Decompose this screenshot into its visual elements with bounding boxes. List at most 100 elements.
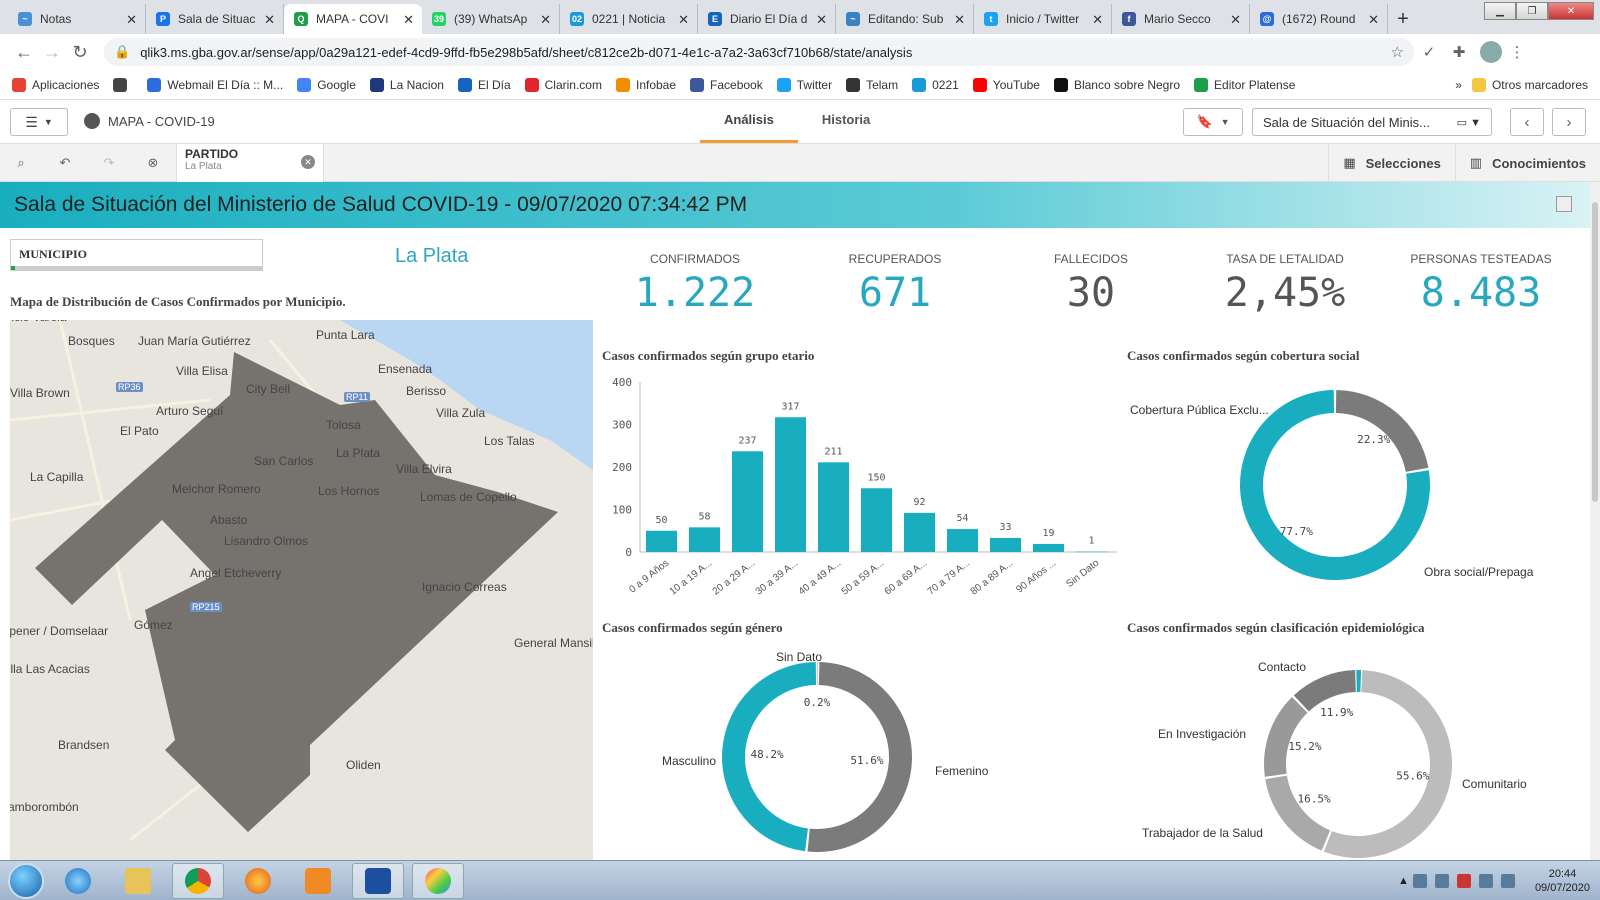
selection-chip[interactable]: PARTIDO La Plata ✕: [176, 144, 324, 182]
donut-slice[interactable]: [1293, 670, 1356, 712]
la-plata-region[interactable]: [35, 352, 558, 832]
epi-donut-chart[interactable]: 55.6% 16.5% 15.2% 11.9%: [1258, 668, 1458, 860]
sheet-selector[interactable]: Sala de Situación del Minis... ▭ ▼: [1252, 108, 1492, 136]
cases-map[interactable]: Florencio Varela Bosques Juan María Gutiér…: [10, 320, 593, 860]
browser-tab[interactable]: P Sala de Situac ✕: [146, 4, 284, 34]
browser-tab[interactable]: @ (1672) Round ✕: [1250, 4, 1388, 34]
browser-tab[interactable]: ~ Notas ✕: [8, 4, 146, 34]
bookmark-item[interactable]: 0221: [912, 77, 959, 92]
bookmark-item[interactable]: Google: [297, 77, 356, 92]
donut-slice[interactable]: [1265, 775, 1331, 851]
display-icon[interactable]: [1478, 873, 1493, 888]
scrollbar-thumb[interactable]: [1592, 202, 1598, 502]
kpi-card[interactable]: CONFIRMADOS 1.222: [600, 252, 790, 316]
bookmark-item[interactable]: Infobae: [615, 77, 676, 92]
media-player-taskbar-icon[interactable]: [292, 863, 344, 899]
kpi-card[interactable]: TASA DE LETALIDAD 2,45%: [1190, 252, 1380, 316]
previous-sheet-button[interactable]: ‹: [1510, 108, 1544, 136]
clear-selections-icon[interactable]: ⊗: [147, 155, 159, 170]
tab-close-icon[interactable]: ✕: [264, 12, 275, 27]
bookmark-item[interactable]: La Nacion: [369, 77, 444, 92]
bookmark-item[interactable]: [113, 77, 133, 92]
bar[interactable]: [904, 512, 935, 552]
donut-slice[interactable]: [817, 662, 819, 686]
donut-slice[interactable]: [1335, 390, 1429, 472]
flag-icon[interactable]: [1456, 873, 1471, 888]
bar[interactable]: [646, 530, 677, 552]
sheet-scrollbar[interactable]: [1590, 182, 1600, 860]
bar[interactable]: [1033, 543, 1064, 552]
other-bookmarks[interactable]: Otros marcadores: [1471, 77, 1588, 92]
tab-close-icon[interactable]: ✕: [1368, 12, 1379, 27]
tab-analisis[interactable]: Análisis: [700, 101, 798, 143]
bookmark-item[interactable]: Editor Platense: [1194, 77, 1295, 92]
tab-close-icon[interactable]: ✕: [678, 12, 689, 27]
start-button[interactable]: [8, 862, 44, 899]
remove-selection-icon[interactable]: ✕: [301, 155, 315, 169]
bookmark-item[interactable]: Webmail El Día :: M...: [147, 77, 283, 92]
tab-close-icon[interactable]: ✕: [816, 12, 827, 27]
bookmark-item[interactable]: YouTube: [972, 77, 1040, 92]
tab-close-icon[interactable]: ✕: [126, 12, 137, 27]
insights-button[interactable]: ▥ Conocimientos: [1454, 144, 1600, 182]
minimize-button[interactable]: ▁: [1484, 2, 1516, 20]
browser-tab[interactable]: E Diario El Día d ✕: [698, 4, 836, 34]
step-forward-icon[interactable]: ↷: [103, 155, 115, 170]
new-tab-button[interactable]: +: [1397, 7, 1409, 30]
explorer-taskbar-icon[interactable]: [112, 863, 164, 899]
bar[interactable]: [947, 529, 978, 552]
donut-slice[interactable]: [722, 662, 817, 852]
browser-tab[interactable]: 39 (39) WhatsAp ✕: [422, 4, 560, 34]
tab-close-icon[interactable]: ✕: [403, 12, 414, 27]
bookmark-item[interactable]: Telam: [846, 77, 898, 92]
forward-icon[interactable]: →: [43, 41, 61, 62]
clock[interactable]: 20:44 09/07/2020: [1534, 867, 1590, 894]
step-back-icon[interactable]: ↶: [59, 155, 71, 170]
url-field[interactable]: 🔒 qlik3.ms.gba.gov.ar/sense/app/0a29a121…: [104, 38, 1414, 66]
bar[interactable]: [1076, 551, 1107, 553]
donut-slice[interactable]: [1356, 670, 1362, 693]
tab-historia[interactable]: Historia: [821, 112, 871, 127]
kpi-card[interactable]: RECUPERADOS 671: [800, 252, 990, 316]
more-bookmarks-button[interactable]: »: [1455, 77, 1462, 92]
bookmark-item[interactable]: Clarin.com: [524, 77, 602, 92]
tab-close-icon[interactable]: ✕: [1230, 12, 1241, 27]
tab-close-icon[interactable]: ✕: [540, 12, 551, 27]
selections-button[interactable]: ▦ Selecciones: [1328, 144, 1454, 182]
kpi-card[interactable]: PERSONAS TESTEADAS 8.483: [1386, 252, 1576, 316]
tab-close-icon[interactable]: ✕: [954, 12, 965, 27]
browser-tab[interactable]: 02 0221 | Noticia ✕: [560, 4, 698, 34]
network-icon[interactable]: [1412, 873, 1427, 888]
paint-taskbar-icon[interactable]: [412, 862, 464, 899]
browser-tab[interactable]: Q MAPA - COVI ✕: [284, 4, 422, 34]
bookmark-item[interactable]: Blanco sobre Negro: [1053, 77, 1180, 92]
bookmark-item[interactable]: Twitter: [776, 77, 832, 92]
next-sheet-button[interactable]: ›: [1552, 108, 1586, 136]
tab-close-icon[interactable]: ✕: [1092, 12, 1103, 27]
back-icon[interactable]: ←: [15, 41, 33, 62]
close-window-button[interactable]: ✕: [1548, 2, 1594, 20]
smart-search-icon[interactable]: ⌕: [17, 155, 25, 170]
puzzle-extension-icon[interactable]: ✚: [1452, 44, 1466, 61]
municipio-filter[interactable]: MUNICIPIO: [10, 239, 263, 271]
tray-expand-icon[interactable]: ▲: [1398, 874, 1409, 887]
browser-tab[interactable]: f Mario Secco ✕: [1112, 4, 1250, 34]
chrome-taskbar-icon[interactable]: [172, 862, 224, 899]
bookmark-star-icon[interactable]: ☆: [1390, 44, 1404, 61]
coverage-donut-chart[interactable]: 22.3% 77.7%: [1240, 390, 1450, 600]
tray-app-icon[interactable]: [1434, 873, 1449, 888]
volume-icon[interactable]: [1500, 873, 1515, 888]
checkmark-extension-icon[interactable]: ✓: [1422, 44, 1436, 61]
bar[interactable]: [775, 417, 806, 552]
hamburger-menu-button[interactable]: ☰ ▼: [10, 108, 68, 136]
kpi-card[interactable]: FALLECIDOS 30: [996, 252, 1186, 316]
donut-slice[interactable]: [1323, 670, 1452, 858]
browser-tab[interactable]: ~ Editando: Sub ✕: [836, 4, 974, 34]
bookmark-item[interactable]: El Día: [457, 77, 511, 92]
ie-taskbar-icon[interactable]: [52, 863, 104, 899]
donut-slice[interactable]: [1264, 697, 1308, 777]
bookmark-item[interactable]: Facebook: [690, 77, 763, 92]
gender-donut-chart[interactable]: 0.2% 51.6% 48.2%: [722, 662, 932, 872]
bar[interactable]: [818, 462, 849, 552]
